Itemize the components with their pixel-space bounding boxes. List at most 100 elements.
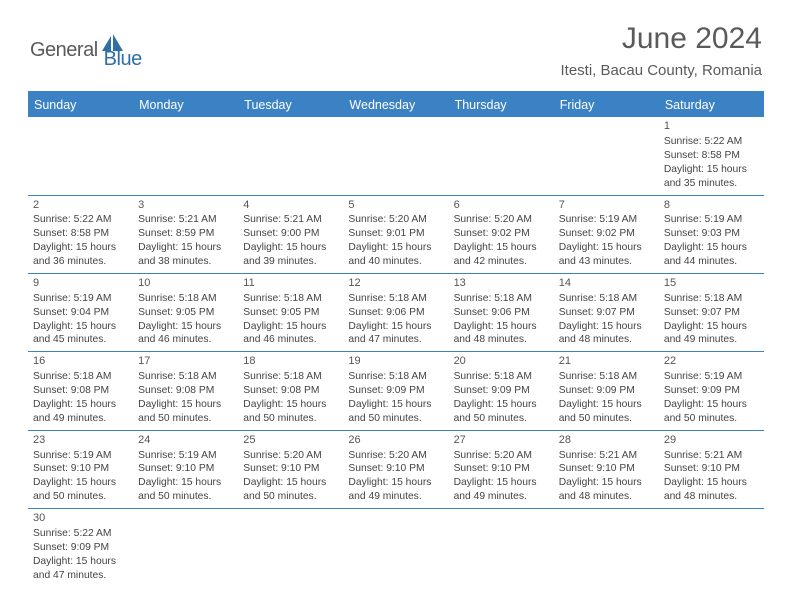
- sunset-text: Sunset: 8:58 PM: [664, 149, 759, 163]
- day-number: 6: [454, 198, 549, 213]
- daylight-text: Daylight: 15 hours: [348, 320, 443, 334]
- calendar-empty-cell: [343, 509, 448, 587]
- daylight-text: Daylight: 15 hours: [243, 398, 338, 412]
- daylight-text: Daylight: 15 hours: [664, 320, 759, 334]
- sunrise-text: Sunrise: 5:19 AM: [664, 213, 759, 227]
- month-title: June 2024: [561, 22, 763, 56]
- calendar-empty-cell: [554, 117, 659, 195]
- sunset-text: Sunset: 9:00 PM: [243, 227, 338, 241]
- weekday-header: Monday: [133, 92, 238, 117]
- daylight-text: and 46 minutes.: [243, 333, 338, 347]
- daylight-text: and 47 minutes.: [33, 569, 128, 583]
- day-number: 4: [243, 198, 338, 213]
- calendar-day-cell: 20Sunrise: 5:18 AMSunset: 9:09 PMDayligh…: [449, 352, 554, 430]
- day-number: 10: [138, 276, 233, 291]
- day-number: 7: [559, 198, 654, 213]
- daylight-text: and 50 minutes.: [348, 412, 443, 426]
- sunset-text: Sunset: 9:02 PM: [454, 227, 549, 241]
- calendar-week-row: 16Sunrise: 5:18 AMSunset: 9:08 PMDayligh…: [28, 352, 764, 430]
- day-number: 16: [33, 354, 128, 369]
- calendar-day-cell: 10Sunrise: 5:18 AMSunset: 9:05 PMDayligh…: [133, 273, 238, 351]
- day-number: 21: [559, 354, 654, 369]
- daylight-text: and 40 minutes.: [348, 255, 443, 269]
- sunrise-text: Sunrise: 5:19 AM: [33, 292, 128, 306]
- sunset-text: Sunset: 9:09 PM: [559, 384, 654, 398]
- daylight-text: Daylight: 15 hours: [243, 320, 338, 334]
- daylight-text: Daylight: 15 hours: [348, 241, 443, 255]
- sunrise-text: Sunrise: 5:18 AM: [559, 370, 654, 384]
- sunrise-text: Sunrise: 5:20 AM: [348, 449, 443, 463]
- sunset-text: Sunset: 9:09 PM: [454, 384, 549, 398]
- sunrise-text: Sunrise: 5:20 AM: [454, 213, 549, 227]
- day-number: 17: [138, 354, 233, 369]
- calendar-day-cell: 11Sunrise: 5:18 AMSunset: 9:05 PMDayligh…: [238, 273, 343, 351]
- title-block: June 2024 Itesti, Bacau County, Romania: [561, 22, 763, 79]
- day-number: 11: [243, 276, 338, 291]
- calendar-day-cell: 8Sunrise: 5:19 AMSunset: 9:03 PMDaylight…: [659, 195, 764, 273]
- daylight-text: and 39 minutes.: [243, 255, 338, 269]
- calendar-empty-cell: [659, 509, 764, 587]
- daylight-text: and 47 minutes.: [348, 333, 443, 347]
- day-number: 27: [454, 433, 549, 448]
- calendar-day-cell: 16Sunrise: 5:18 AMSunset: 9:08 PMDayligh…: [28, 352, 133, 430]
- daylight-text: and 49 minutes.: [348, 490, 443, 504]
- day-number: 22: [664, 354, 759, 369]
- weekday-header: Sunday: [28, 92, 133, 117]
- daylight-text: Daylight: 15 hours: [348, 476, 443, 490]
- calendar-week-row: 1Sunrise: 5:22 AMSunset: 8:58 PMDaylight…: [28, 117, 764, 195]
- calendar-week-row: 30Sunrise: 5:22 AMSunset: 9:09 PMDayligh…: [28, 509, 764, 587]
- calendar-week-row: 23Sunrise: 5:19 AMSunset: 9:10 PMDayligh…: [28, 430, 764, 508]
- day-number: 15: [664, 276, 759, 291]
- calendar-day-cell: 3Sunrise: 5:21 AMSunset: 8:59 PMDaylight…: [133, 195, 238, 273]
- daylight-text: and 49 minutes.: [33, 412, 128, 426]
- calendar-day-cell: 6Sunrise: 5:20 AMSunset: 9:02 PMDaylight…: [449, 195, 554, 273]
- sunrise-text: Sunrise: 5:18 AM: [243, 370, 338, 384]
- calendar-day-cell: 7Sunrise: 5:19 AMSunset: 9:02 PMDaylight…: [554, 195, 659, 273]
- calendar-empty-cell: [28, 117, 133, 195]
- brand-blue: Blue: [104, 48, 142, 71]
- sunrise-text: Sunrise: 5:18 AM: [243, 292, 338, 306]
- sunrise-text: Sunrise: 5:19 AM: [664, 370, 759, 384]
- daylight-text: and 43 minutes.: [559, 255, 654, 269]
- sunset-text: Sunset: 9:08 PM: [33, 384, 128, 398]
- sunset-text: Sunset: 9:10 PM: [348, 462, 443, 476]
- daylight-text: and 50 minutes.: [243, 412, 338, 426]
- sunset-text: Sunset: 9:10 PM: [664, 462, 759, 476]
- sunset-text: Sunset: 9:02 PM: [559, 227, 654, 241]
- weekday-header: Thursday: [449, 92, 554, 117]
- sunrise-text: Sunrise: 5:19 AM: [138, 449, 233, 463]
- daylight-text: Daylight: 15 hours: [138, 320, 233, 334]
- sunset-text: Sunset: 8:59 PM: [138, 227, 233, 241]
- daylight-text: and 50 minutes.: [664, 412, 759, 426]
- sunrise-text: Sunrise: 5:22 AM: [33, 213, 128, 227]
- calendar-day-cell: 30Sunrise: 5:22 AMSunset: 9:09 PMDayligh…: [28, 509, 133, 587]
- daylight-text: and 42 minutes.: [454, 255, 549, 269]
- sunset-text: Sunset: 9:04 PM: [33, 306, 128, 320]
- sunset-text: Sunset: 9:09 PM: [33, 541, 128, 555]
- calendar-day-cell: 22Sunrise: 5:19 AMSunset: 9:09 PMDayligh…: [659, 352, 764, 430]
- weekday-header: Saturday: [659, 92, 764, 117]
- sunrise-text: Sunrise: 5:18 AM: [33, 370, 128, 384]
- sunset-text: Sunset: 9:01 PM: [348, 227, 443, 241]
- daylight-text: Daylight: 15 hours: [454, 241, 549, 255]
- calendar-empty-cell: [133, 117, 238, 195]
- calendar-day-cell: 14Sunrise: 5:18 AMSunset: 9:07 PMDayligh…: [554, 273, 659, 351]
- calendar-empty-cell: [449, 509, 554, 587]
- sunset-text: Sunset: 9:10 PM: [454, 462, 549, 476]
- daylight-text: and 49 minutes.: [454, 490, 549, 504]
- day-number: 2: [33, 198, 128, 213]
- daylight-text: Daylight: 15 hours: [664, 241, 759, 255]
- calendar-day-cell: 12Sunrise: 5:18 AMSunset: 9:06 PMDayligh…: [343, 273, 448, 351]
- sunset-text: Sunset: 9:03 PM: [664, 227, 759, 241]
- calendar-day-cell: 26Sunrise: 5:20 AMSunset: 9:10 PMDayligh…: [343, 430, 448, 508]
- calendar-empty-cell: [133, 509, 238, 587]
- calendar-day-cell: 21Sunrise: 5:18 AMSunset: 9:09 PMDayligh…: [554, 352, 659, 430]
- sunrise-text: Sunrise: 5:19 AM: [559, 213, 654, 227]
- daylight-text: and 50 minutes.: [33, 490, 128, 504]
- sunrise-text: Sunrise: 5:20 AM: [243, 449, 338, 463]
- daylight-text: and 49 minutes.: [664, 333, 759, 347]
- day-number: 29: [664, 433, 759, 448]
- calendar-empty-cell: [238, 117, 343, 195]
- day-number: 23: [33, 433, 128, 448]
- weekday-header: Wednesday: [343, 92, 448, 117]
